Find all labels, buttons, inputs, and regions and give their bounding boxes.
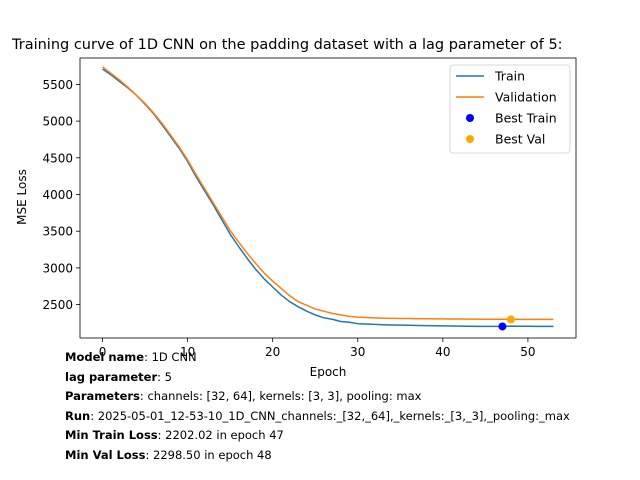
- y-tick-label: 4500: [42, 151, 73, 165]
- info-min-train-loss: Min Train Loss: 2202.02 in epoch 47: [65, 428, 284, 442]
- run-info: Model name: 1D CNN lag parameter: 5 Para…: [65, 348, 570, 465]
- series-line-train: [102, 68, 554, 328]
- legend-label-best-train: Best Train: [495, 111, 557, 126]
- x-tick-label: 10: [180, 345, 195, 359]
- legend-label-best-val: Best Val: [495, 132, 545, 147]
- y-tick-label: 3000: [42, 261, 73, 275]
- y-tick-label: 5500: [42, 78, 73, 92]
- y-tick-label: 2500: [42, 298, 73, 312]
- legend-label-train: Train: [494, 69, 525, 84]
- marker-best-val: [506, 315, 515, 324]
- info-lag-parameter: lag parameter: 5: [65, 369, 172, 384]
- legend-box: [449, 64, 571, 154]
- info-min-val-loss: Min Val Loss: 2298.50 in epoch 48: [65, 447, 272, 462]
- legend-label-validation: Validation: [495, 90, 557, 105]
- x-tick-label: 30: [350, 345, 365, 359]
- legend-swatch-best-train: [466, 114, 474, 122]
- y-tick-label: 3500: [42, 225, 73, 239]
- legend-swatch-best-val: [466, 135, 474, 143]
- x-tick-label: 50: [520, 345, 535, 359]
- x-tick-label: 20: [265, 345, 280, 359]
- info-model-name: Model name: 1D CNN: [65, 350, 197, 364]
- plot-area: 0 10 20 30 40 50 2500 3000 3500 4000 4500 5000 5500: [42, 57, 577, 359]
- info-parameters: Parameters: channels: [32, 64], kernels:…: [65, 389, 422, 403]
- chart-title: Training curve of 1D CNN on the padding …: [11, 37, 563, 53]
- x-axis-label: Epoch: [310, 365, 347, 379]
- axes-frame: [79, 57, 577, 339]
- info-run: Run: 2025-05-01_12-53-10_1D_CNN_channels…: [65, 408, 570, 423]
- y-tick-label: 4000: [42, 188, 73, 202]
- y-tick-label: 5000: [42, 115, 73, 129]
- y-axis-label: MSE Loss: [15, 169, 29, 225]
- x-tick-label: 0: [99, 345, 107, 359]
- x-tick-label: 40: [435, 345, 450, 359]
- series-line-validation: [102, 66, 554, 321]
- legend: Train Validation Best Train Best Val: [449, 64, 571, 154]
- marker-best-train: [498, 322, 507, 331]
